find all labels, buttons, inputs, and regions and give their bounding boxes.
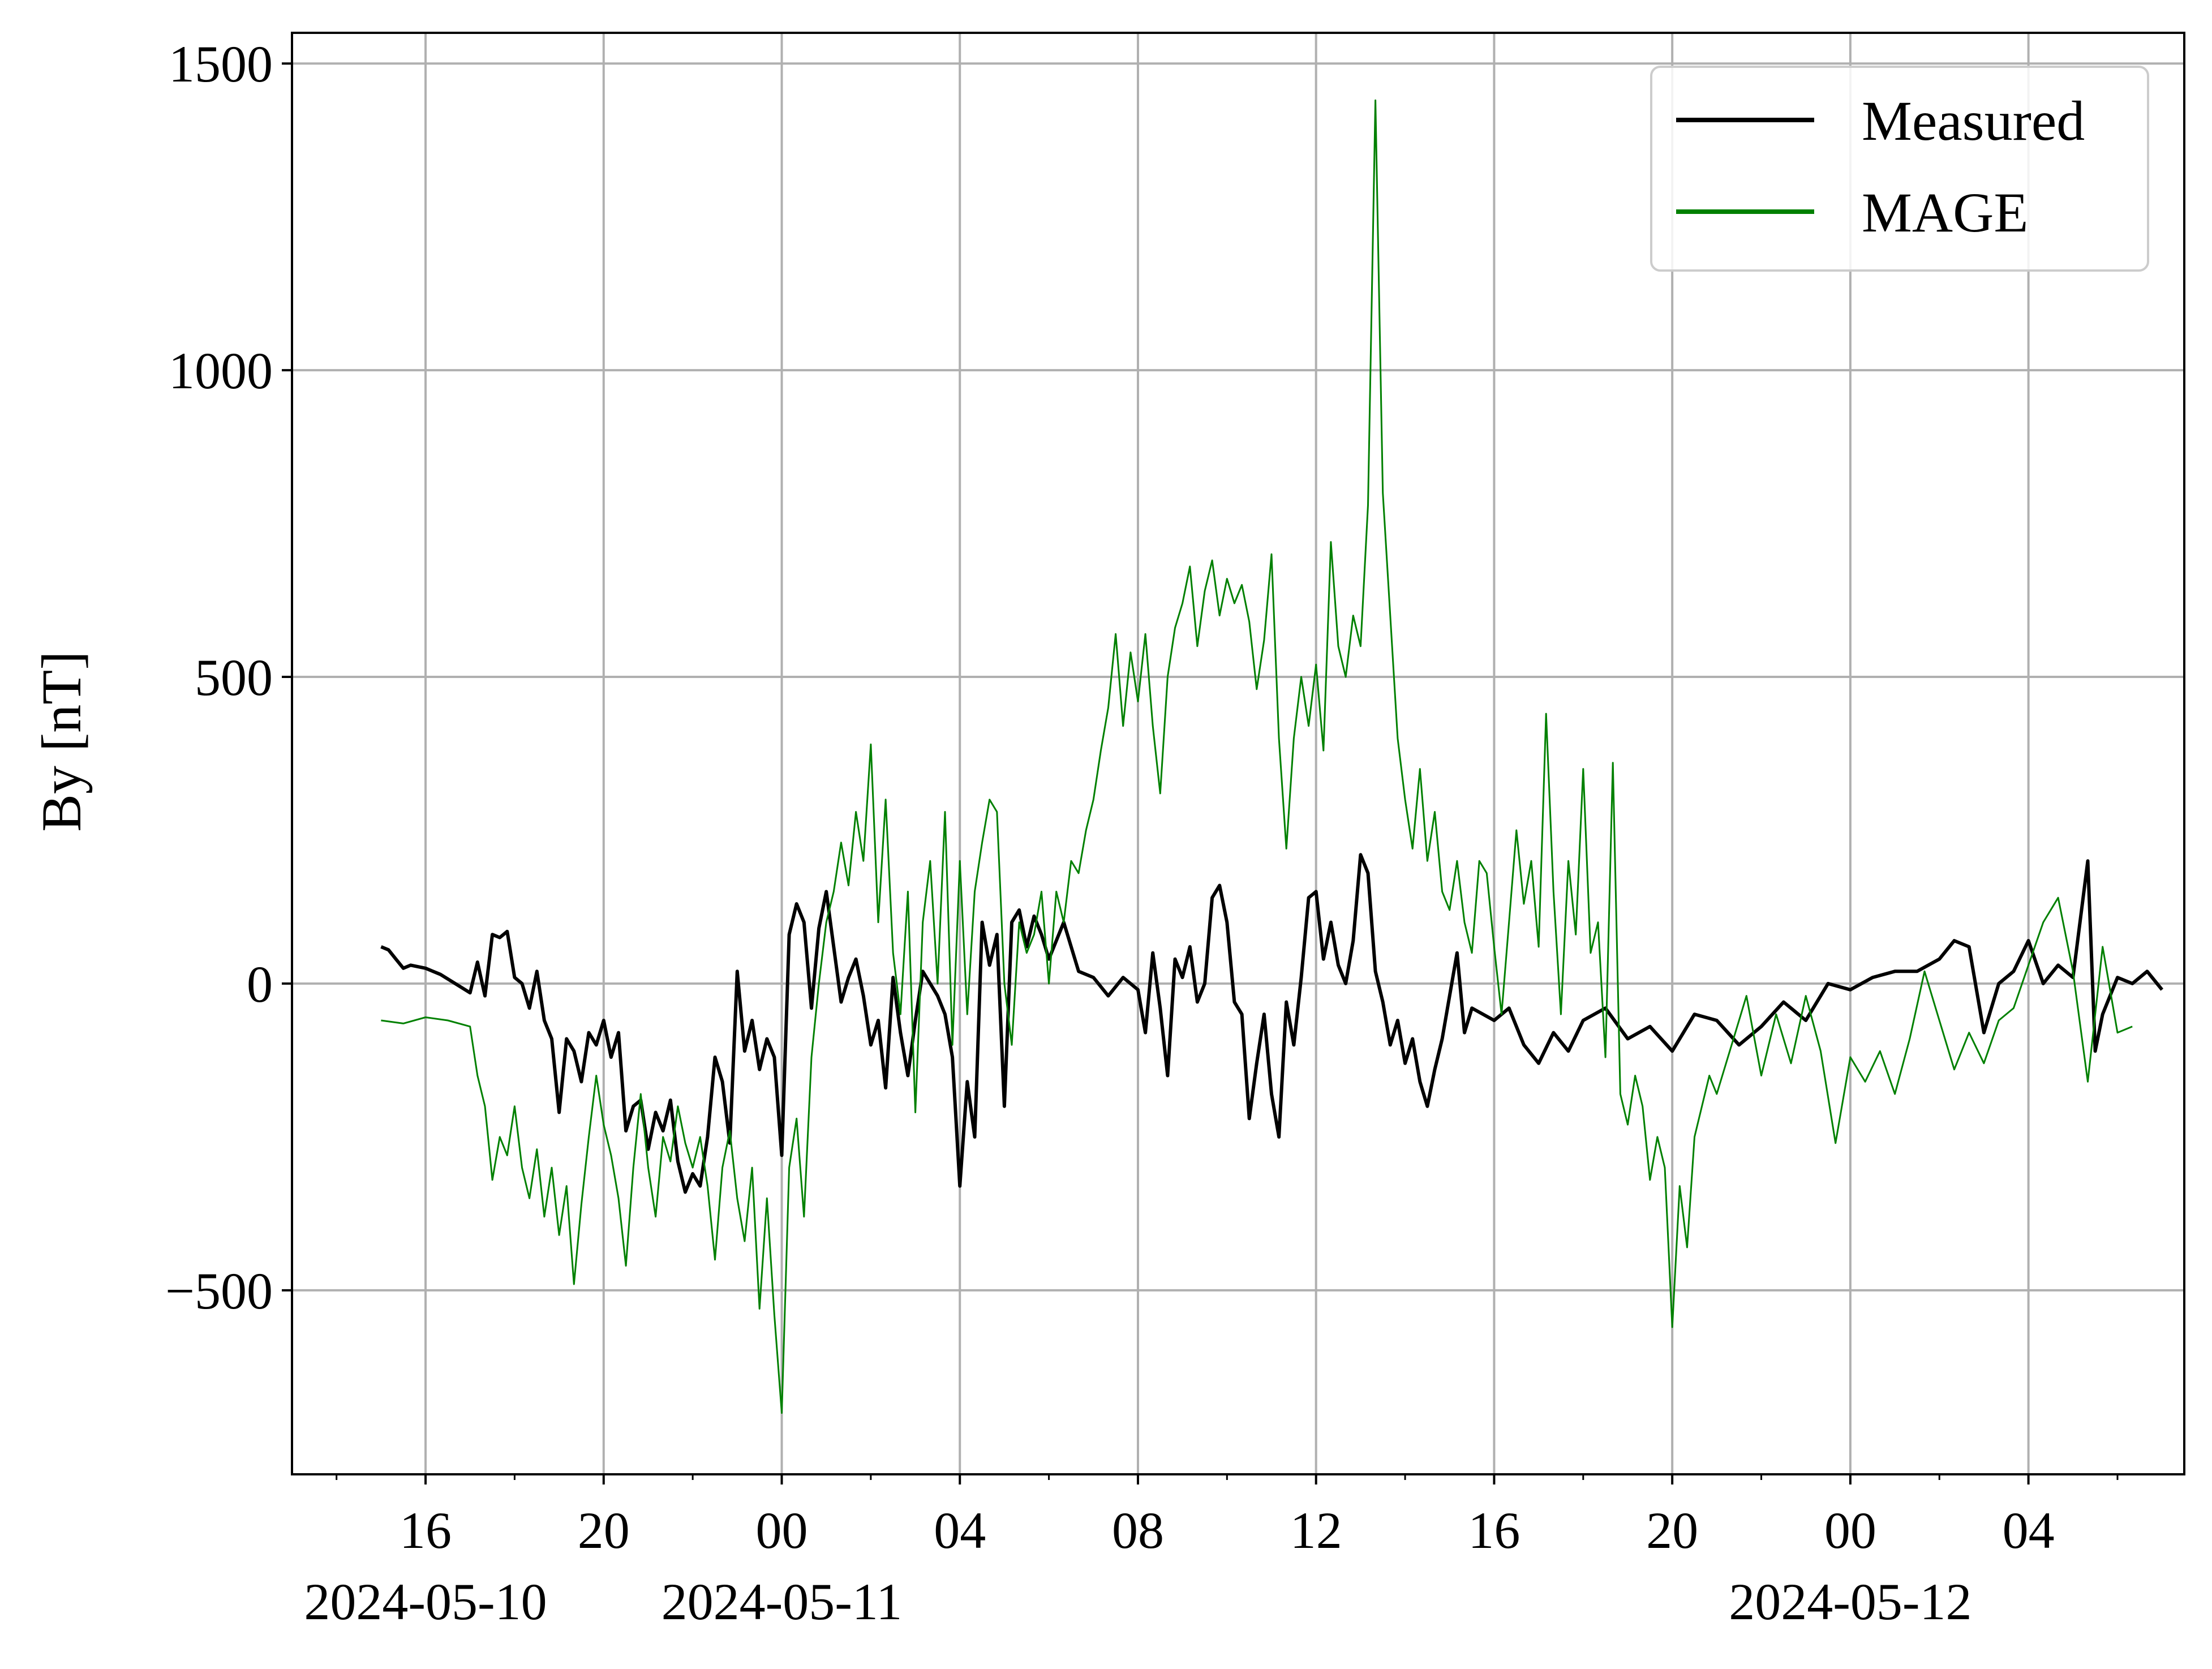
x-tick-label: 12: [1290, 1501, 1342, 1559]
y-tick-label: 0: [247, 955, 273, 1013]
series-line-measured: [380, 853, 2164, 1194]
x-tick-label: 00: [756, 1501, 808, 1559]
y-tick-label: −500: [165, 1262, 273, 1320]
x-date-label: 2024-05-10: [304, 1573, 547, 1631]
x-tick-label: 20: [578, 1501, 630, 1559]
x-tick-label: 00: [1824, 1501, 1876, 1559]
x-tick-label: 04: [2003, 1501, 2055, 1559]
y-tick-label: 500: [195, 649, 273, 706]
legend-label-measured: Measured: [1862, 89, 2085, 152]
x-tick-label: 16: [1468, 1501, 1520, 1559]
x-tick-label: 20: [1646, 1501, 1698, 1559]
y-tick-label: 1500: [169, 35, 273, 93]
x-tick-label: 08: [1112, 1501, 1164, 1559]
series-layer: [380, 99, 2164, 1414]
series-line-mage: [381, 99, 2133, 1414]
axis-ticks: −500 0 500 1000 1500 16 2024-05-10 20 00 2024-05-…: [165, 35, 2119, 1631]
plot-frame: [291, 32, 2185, 1475]
x-date-label: 2024-05-11: [662, 1573, 903, 1631]
legend: Measured MAGE: [1650, 66, 2149, 272]
grid-lines: [292, 33, 2184, 1474]
y-axis-label: By [nT]: [30, 651, 93, 831]
x-date-label: 2024-05-12: [1729, 1573, 1972, 1631]
x-tick-label: 04: [934, 1501, 986, 1559]
y-tick-label: 1000: [169, 342, 273, 400]
legend-label-mage: MAGE: [1862, 181, 2028, 244]
x-tick-label: 16: [400, 1501, 452, 1559]
